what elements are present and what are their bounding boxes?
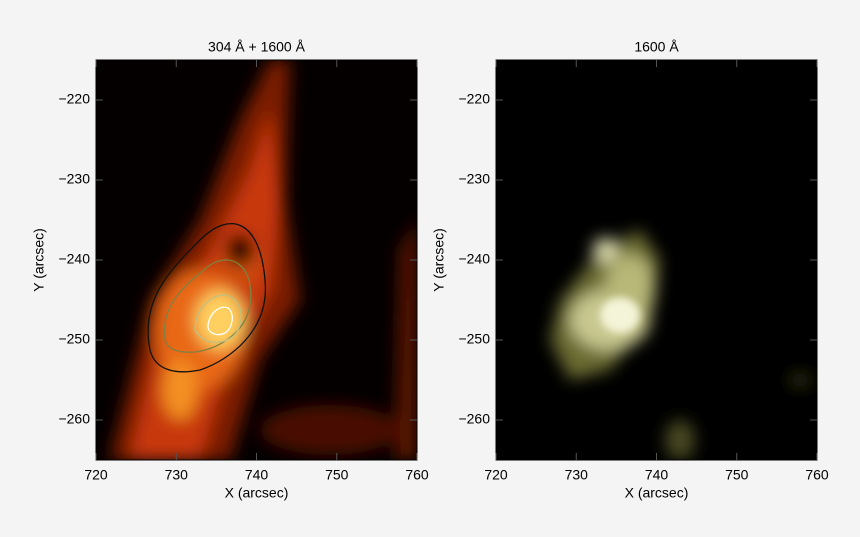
y-tick-label: −240 xyxy=(58,251,90,267)
x-tick-label: 730 xyxy=(165,467,189,483)
y-tick-label: −230 xyxy=(458,171,490,187)
y-tick-label: −220 xyxy=(458,91,490,107)
panel-title: 1600 Å xyxy=(634,39,679,55)
x-tick-label: 740 xyxy=(645,467,669,483)
image-1600 xyxy=(496,60,817,460)
x-tick-label: 720 xyxy=(484,467,508,483)
y-tick-label: −240 xyxy=(458,251,490,267)
x-tick-label: 730 xyxy=(565,467,589,483)
image-304 xyxy=(96,60,417,460)
x-tick-label: 760 xyxy=(805,467,829,483)
y-tick-label: −230 xyxy=(58,171,90,187)
x-tick-label: 750 xyxy=(725,467,749,483)
y-tick-label: −220 xyxy=(58,91,90,107)
y-tick-label: −260 xyxy=(458,411,490,427)
x-tick-label: 760 xyxy=(405,467,429,483)
x-tick-label: 720 xyxy=(84,467,108,483)
x-axis-label: X (arcsec) xyxy=(625,485,689,501)
y-axis-label: Y (arcsec) xyxy=(431,228,447,292)
x-tick-label: 740 xyxy=(245,467,269,483)
x-axis-label: X (arcsec) xyxy=(225,485,289,501)
y-tick-label: −250 xyxy=(458,331,490,347)
y-tick-label: −250 xyxy=(58,331,90,347)
y-axis-label: Y (arcsec) xyxy=(31,228,47,292)
x-tick-label: 750 xyxy=(325,467,349,483)
y-tick-label: −260 xyxy=(58,411,90,427)
panel-title: 304 Å + 1600 Å xyxy=(208,39,306,55)
